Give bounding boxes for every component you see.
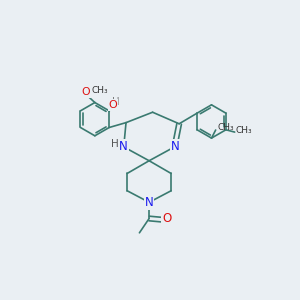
- Text: O: O: [109, 100, 118, 110]
- Text: H: H: [111, 139, 119, 149]
- Text: N: N: [145, 196, 154, 209]
- Text: CH₃: CH₃: [218, 123, 234, 132]
- Text: O: O: [162, 212, 172, 225]
- Text: N: N: [119, 140, 128, 153]
- Text: CH₃: CH₃: [236, 126, 253, 135]
- Text: H: H: [112, 97, 119, 106]
- Text: O: O: [82, 87, 90, 97]
- Text: N: N: [171, 140, 180, 153]
- Text: CH₃: CH₃: [92, 85, 109, 94]
